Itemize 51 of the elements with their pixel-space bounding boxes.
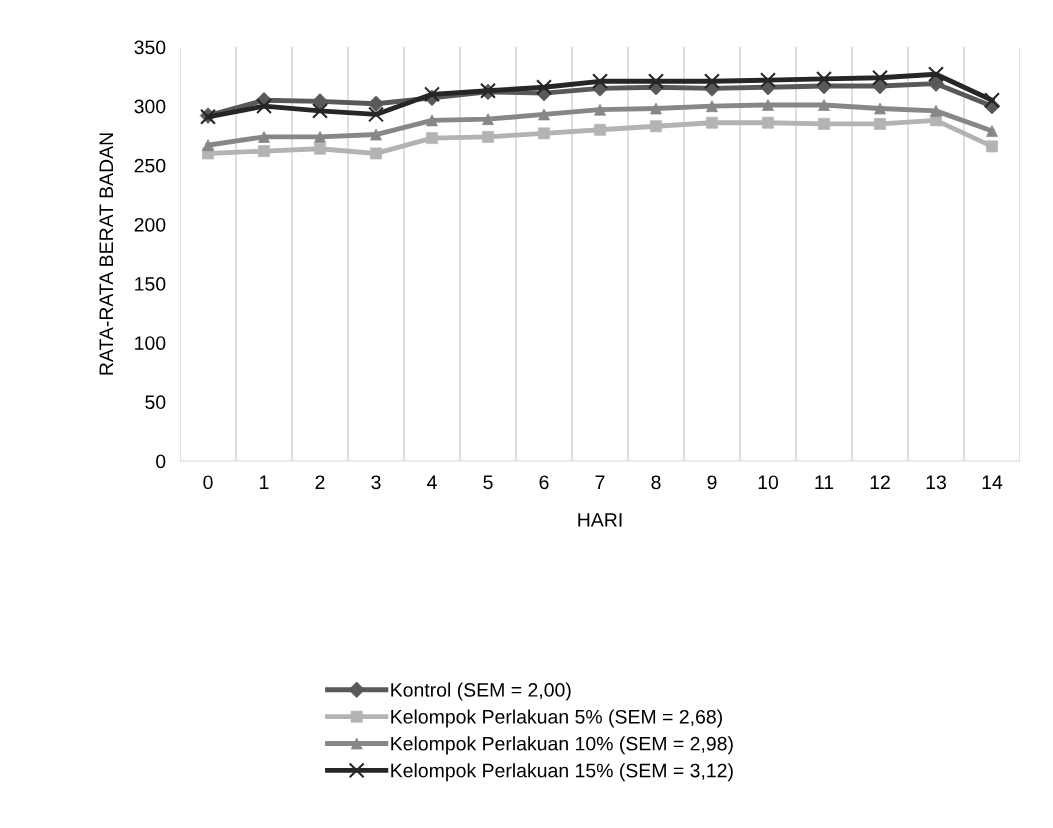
x-tick-label: 1 — [260, 475, 269, 489]
point — [984, 92, 1000, 109]
y-tick-label: 300 — [134, 99, 166, 114]
legend-label: Kontrol (SEM = 2,00) — [391, 682, 571, 701]
point — [258, 145, 270, 157]
point — [706, 116, 718, 129]
point — [256, 98, 272, 115]
x-tick-label: 10 — [758, 475, 779, 490]
x-tick-label: 12 — [870, 475, 890, 489]
x-tick-label: 5 — [483, 475, 493, 490]
point — [704, 73, 720, 90]
y-tick-label: 100 — [135, 336, 166, 350]
x-tick-label: 13 — [926, 475, 946, 490]
y-tick-label: 150 — [135, 277, 166, 291]
point — [368, 106, 384, 123]
point — [426, 132, 438, 144]
point — [816, 70, 832, 87]
x-tick-label: 6 — [539, 475, 549, 490]
x-tick-label: 11 — [815, 475, 834, 489]
point — [872, 69, 888, 86]
point — [928, 66, 944, 83]
point — [314, 142, 326, 155]
point — [311, 93, 329, 110]
point — [874, 117, 886, 130]
y-tick-label: 200 — [134, 217, 166, 232]
point — [312, 102, 328, 119]
x-tick-label: 0 — [203, 475, 213, 490]
point — [760, 72, 776, 89]
point — [818, 99, 830, 111]
y-tick-label: 50 — [145, 395, 166, 410]
y-tick-label: 0 — [156, 454, 166, 469]
legend-label: Kelompok Perlakuan 15% (SEM = 3,12) — [391, 763, 733, 782]
legend-label: Kelompok Perlakuan 10% (SEM = 2,98) — [391, 736, 733, 755]
x-tick-label: 7 — [595, 475, 605, 489]
point — [424, 86, 440, 103]
point — [648, 73, 664, 90]
y-axis-title: RATA-RATA BERAT BADAN — [99, 133, 113, 375]
y-tick-label: 350 — [134, 40, 166, 55]
x-tick-label: 4 — [427, 475, 437, 489]
x-tick-label: 2 — [315, 475, 325, 489]
x-axis-title: HARI — [578, 513, 622, 527]
point — [592, 73, 608, 90]
x-tick-label: 14 — [982, 475, 1003, 489]
point — [762, 116, 774, 129]
point — [536, 79, 552, 96]
legend-label: Kelompok Perlakuan 5% (SEM = 2,68) — [391, 709, 722, 728]
point — [370, 147, 382, 160]
x-tick-label: 8 — [651, 475, 661, 490]
x-tick-label: 9 — [707, 475, 717, 490]
y-tick-label: 250 — [134, 158, 166, 173]
x-tick-label: 3 — [371, 475, 381, 490]
